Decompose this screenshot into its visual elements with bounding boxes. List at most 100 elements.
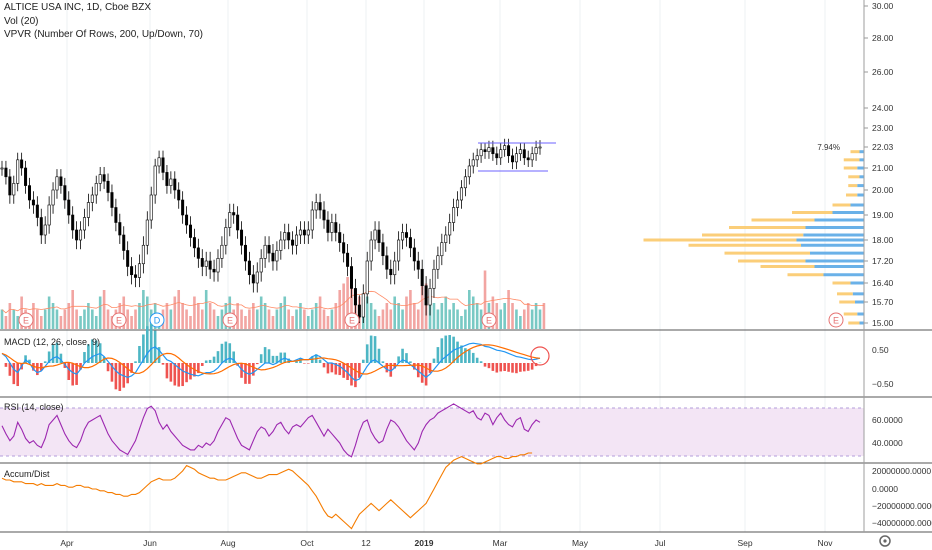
- time-axis[interactable]: Apr Jun Aug Oct 12 2019 Mar May Jul Sep Nov: [60, 538, 833, 548]
- macd-hist-bar: [36, 363, 39, 376]
- vpvr-legend[interactable]: VPVR (Number Of Rows, 200, Up/Down, 70): [4, 29, 203, 40]
- volume-bar: [4, 316, 8, 329]
- volume-bar: [51, 303, 55, 329]
- candle-body: [491, 147, 495, 155]
- volume-bar: [259, 296, 263, 329]
- macd-hist-bar: [295, 360, 298, 363]
- candle-body: [43, 224, 47, 236]
- vpvr-bar-up: [801, 243, 864, 247]
- macd-hist-bar: [330, 363, 334, 373]
- candle-body: [212, 268, 216, 273]
- candle-body: [401, 232, 405, 241]
- volume-bar: [295, 309, 298, 329]
- macd-hist-bar: [405, 353, 408, 363]
- candle-body: [59, 176, 63, 186]
- candle-body: [357, 304, 361, 318]
- marker-label: E: [833, 316, 839, 326]
- macd-hist-bar: [130, 363, 133, 373]
- volume-bar: [538, 309, 542, 329]
- candle-body: [353, 288, 357, 306]
- volume-legend[interactable]: Vol (20): [4, 16, 39, 27]
- macd-hist-bar: [8, 363, 12, 376]
- vpvr-bar-up: [814, 265, 864, 268]
- gear-icon[interactable]: [879, 535, 891, 547]
- volume-bar: [420, 277, 424, 329]
- candle-body: [126, 250, 130, 267]
- price-axis[interactable]: 30.00 28.00 26.00 24.00 23.00 22.03 21.00 20.00…: [817, 1, 893, 328]
- macd-hist-bar: [71, 363, 74, 386]
- candle-body: [134, 274, 138, 278]
- alert-circle-icon[interactable]: [530, 346, 550, 366]
- price-tick-label: 30.00: [872, 1, 894, 11]
- vpvr-bar-up: [805, 226, 864, 229]
- volume-bar: [181, 303, 184, 329]
- macd-hist-bar: [354, 363, 357, 388]
- macd-hist-bar: [224, 341, 228, 363]
- macd-hist-bar: [287, 358, 290, 363]
- volume-bar: [291, 316, 294, 329]
- candle-body: [295, 234, 299, 246]
- volume-bar: [444, 296, 448, 329]
- volume-bar: [244, 316, 247, 329]
- candle-body: [530, 153, 534, 161]
- macd-hist-bar: [326, 363, 330, 374]
- macd-axis[interactable]: 0.50 −0.50: [872, 345, 894, 389]
- candle-body: [479, 149, 483, 157]
- candle-body: [110, 192, 114, 208]
- volume-bar: [16, 316, 20, 329]
- volume-bar: [59, 316, 63, 329]
- volume-bar: [94, 316, 98, 329]
- candle-body: [287, 232, 291, 241]
- volume-bars: [0, 270, 546, 329]
- macd-hist-bar: [110, 363, 114, 382]
- vpvr-bar-up: [823, 273, 864, 277]
- candle-body: [330, 222, 334, 233]
- candle-body: [350, 266, 354, 289]
- vpvr-bar-down: [787, 273, 824, 277]
- candle-body: [236, 214, 240, 231]
- macd-hist-bar: [303, 363, 306, 364]
- macd-hist-bar: [177, 363, 181, 387]
- volume-bar: [373, 309, 377, 329]
- volume-bar: [169, 309, 173, 329]
- vpvr-bar-down: [837, 292, 853, 296]
- candle-body: [71, 214, 75, 231]
- volume-bar: [204, 290, 208, 329]
- macd-hist-bar: [515, 363, 518, 374]
- price-tick-label: 21.00: [872, 163, 894, 173]
- candle-body: [177, 189, 181, 201]
- volume-bar: [55, 309, 59, 329]
- volume-bar: [197, 303, 200, 329]
- volume-bar: [460, 316, 463, 329]
- price-tick-label: 23.00: [872, 123, 894, 133]
- vpvr-bar-down: [843, 158, 860, 162]
- macd-hist-bar: [263, 347, 267, 363]
- macd-hist-bar: [4, 363, 8, 367]
- volume-bar: [142, 290, 145, 329]
- candle-body: [216, 258, 220, 273]
- vpvr-bar-down: [760, 265, 815, 268]
- accdist-axis[interactable]: 20000000.0000 0.0000 −20000000.0000 −400000…: [872, 466, 932, 528]
- macd-hist-bar: [475, 357, 479, 363]
- rsi-axis[interactable]: 60.0000 40.0000: [872, 415, 903, 448]
- candle-body: [165, 172, 169, 186]
- time-tick-label: Apr: [60, 538, 73, 548]
- candle-body: [511, 155, 515, 163]
- volume-bar: [252, 303, 255, 329]
- vpvr-bar-up: [859, 175, 864, 179]
- candle-body: [98, 174, 102, 184]
- volume-bar: [381, 309, 385, 329]
- candle-body: [385, 255, 389, 270]
- macd-hist-bar: [51, 344, 55, 363]
- candle-body: [338, 232, 342, 243]
- symbol-legend[interactable]: ALTICE USA INC, 1D, Cboe BZX: [4, 2, 152, 13]
- candle-body: [114, 207, 118, 223]
- candle-body: [444, 234, 448, 243]
- volume-bar: [534, 303, 538, 329]
- candle-body: [487, 147, 491, 152]
- candle-body: [456, 199, 460, 208]
- macd-hist-bar: [248, 363, 251, 384]
- candle-body: [310, 209, 314, 231]
- macd-hist-bar: [361, 359, 365, 363]
